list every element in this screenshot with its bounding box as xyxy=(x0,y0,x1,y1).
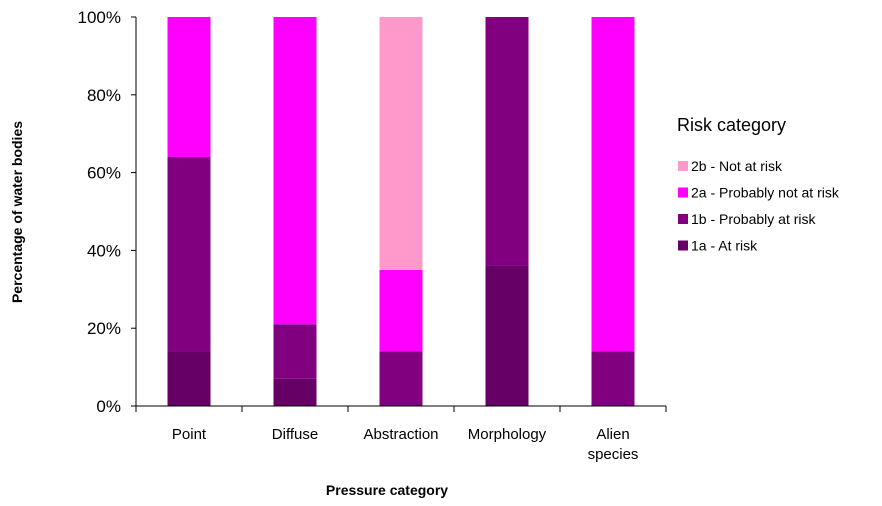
legend-swatch xyxy=(678,161,688,171)
bar-segment-4-1 xyxy=(485,265,529,406)
bar-segment-2-1 xyxy=(273,378,317,406)
y-tick-label: 100% xyxy=(78,8,121,27)
y-axis-title: Percentage of water bodies xyxy=(9,121,25,303)
legend-swatch xyxy=(678,240,688,251)
legend-entry-label: 1b - Probably at risk xyxy=(691,211,816,227)
x-category-label: Alien xyxy=(596,426,629,443)
bar-segment-5-2 xyxy=(591,351,635,406)
y-tick-label: 20% xyxy=(87,319,121,338)
legend-entry-label: 1a - At risk xyxy=(691,238,758,254)
legend-title: Risk category xyxy=(677,115,786,135)
legend-entry-label: 2b - Not at risk xyxy=(691,158,783,174)
x-axis-title: Pressure category xyxy=(326,482,448,498)
legend-swatch xyxy=(678,187,688,198)
bars-layer xyxy=(167,17,635,406)
bar-segment-2-2 xyxy=(273,324,317,379)
bar-segment-3-4 xyxy=(379,17,423,270)
bar-segment-2-3 xyxy=(273,17,317,325)
bar-segment-3-3 xyxy=(379,269,423,352)
bar-segment-4-2 xyxy=(485,17,529,266)
x-category-label: Abstraction xyxy=(363,426,438,443)
legend-entry-label: 2a - Probably not at risk xyxy=(691,185,840,201)
x-category-label: Point xyxy=(172,426,207,443)
bar-segment-3-2 xyxy=(379,351,423,406)
x-category-label: Diffuse xyxy=(272,426,318,443)
bar-segment-1-1 xyxy=(167,351,211,406)
bar-segment-5-3 xyxy=(591,17,635,352)
y-tick-label: 40% xyxy=(87,241,121,260)
y-tick-label: 80% xyxy=(87,86,121,105)
y-tick-label: 60% xyxy=(87,164,121,183)
bar-segment-1-2 xyxy=(167,157,211,352)
labels-layer: 0% 20% 40% 60% 80% 100% Point Diffuse Abstractio… xyxy=(78,8,639,463)
bar-segment-1-3 xyxy=(167,17,211,158)
y-tick-label: 0% xyxy=(96,397,121,416)
x-category-label: Morphology xyxy=(468,426,547,443)
axes-layer xyxy=(131,16,667,412)
x-category-label: species xyxy=(588,446,639,463)
legend: Risk category 2b - Not at risk 2a - Proba… xyxy=(677,115,840,254)
legend-swatch xyxy=(678,214,688,224)
